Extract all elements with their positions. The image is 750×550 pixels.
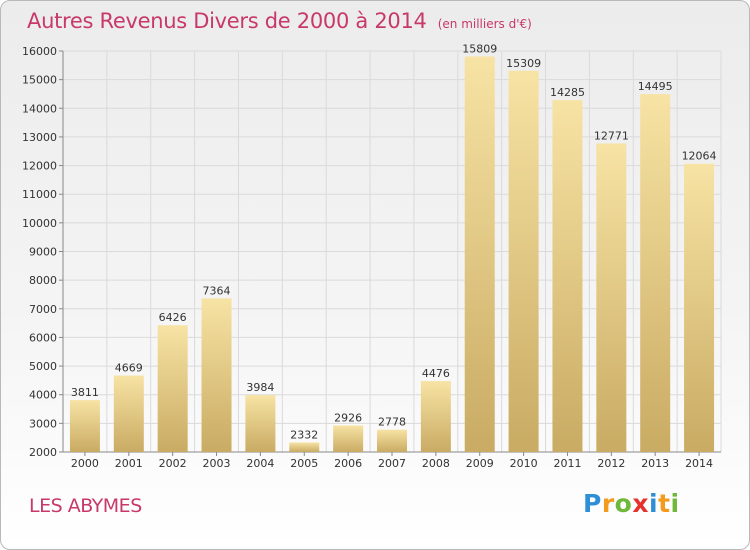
value-label-2007: 2778 xyxy=(378,416,406,429)
logo-letter: x xyxy=(632,489,649,518)
y-tick-label: 12000 xyxy=(22,160,57,173)
bar-2012 xyxy=(596,143,627,452)
logo-letter: r xyxy=(601,489,615,518)
x-tick-label: 2010 xyxy=(510,457,538,470)
bar-2003 xyxy=(201,298,232,452)
value-labels: 3811 4669 6426 7364 3984 2332 2926 2778 4476 1580… xyxy=(71,42,717,441)
y-tick-label: 5000 xyxy=(29,360,57,373)
proxiti-logo[interactable]: Proxiti xyxy=(583,489,680,518)
x-tick-label: 2006 xyxy=(334,457,362,470)
x-tick-label: 2013 xyxy=(641,457,669,470)
y-tick-label: 4000 xyxy=(29,389,57,402)
x-tick-label: 2012 xyxy=(597,457,625,470)
y-tick-label: 6000 xyxy=(29,331,57,344)
x-tick-label: 2001 xyxy=(115,457,143,470)
chart-unit: (en milliers d'€) xyxy=(437,17,532,31)
value-label-2009: 15809 xyxy=(462,42,497,55)
chart-title: Autres Revenus Divers de 2000 à 2014 xyxy=(27,9,427,33)
y-tick-label: 2000 xyxy=(29,446,57,459)
y-tick-label: 10000 xyxy=(22,217,57,230)
x-tick-label: 2002 xyxy=(159,457,187,470)
x-tick-label: 2003 xyxy=(203,457,231,470)
bars xyxy=(69,56,715,453)
x-tick-label: 2005 xyxy=(290,457,318,470)
place-name: LES ABYMES xyxy=(29,495,142,517)
bar-2014 xyxy=(684,163,715,452)
value-label-2013: 14495 xyxy=(638,80,673,93)
y-tick-label: 9000 xyxy=(29,246,57,259)
bar-2011 xyxy=(552,100,583,452)
bar-2013 xyxy=(640,94,671,453)
value-label-2005: 2332 xyxy=(290,428,318,441)
bar-2001 xyxy=(113,375,144,452)
x-tick-label: 2007 xyxy=(378,457,406,470)
bar-2005 xyxy=(289,442,320,452)
value-label-2002: 6426 xyxy=(159,311,187,324)
bar-2007 xyxy=(377,429,407,452)
bar-2008 xyxy=(420,381,451,452)
value-label-2001: 4669 xyxy=(115,362,143,375)
y-tick-label: 3000 xyxy=(29,417,57,430)
logo-letter: t xyxy=(658,489,671,518)
y-tick-label: 16000 xyxy=(22,45,57,58)
value-label-2006: 2926 xyxy=(334,411,362,424)
value-label-2004: 3984 xyxy=(246,381,274,394)
value-label-2014: 12064 xyxy=(682,150,717,163)
bar-2010 xyxy=(508,70,539,453)
value-label-2012: 12771 xyxy=(594,129,629,142)
value-label-2011: 14285 xyxy=(550,86,585,99)
y-tick-label: 8000 xyxy=(29,274,57,287)
tick-labels: 2000 3000 4000 5000 6000 7000 8000 9000 10000 110… xyxy=(22,45,713,470)
x-tick-label: 2014 xyxy=(685,457,713,470)
y-tick-label: 14000 xyxy=(22,102,57,115)
bar-2000 xyxy=(69,400,100,452)
bar-2002 xyxy=(157,325,188,452)
x-tick-label: 2004 xyxy=(246,457,274,470)
y-tick-label: 13000 xyxy=(22,131,57,144)
value-label-2003: 7364 xyxy=(203,284,231,297)
x-tick-label: 2000 xyxy=(71,457,99,470)
y-tick-label: 7000 xyxy=(29,303,57,316)
x-tick-label: 2011 xyxy=(553,457,581,470)
logo-letter: P xyxy=(583,489,602,518)
value-label-2008: 4476 xyxy=(422,367,450,380)
logo-letter: i xyxy=(649,489,659,518)
value-label-2000: 3811 xyxy=(71,386,99,399)
y-tick-label: 15000 xyxy=(22,74,57,87)
bar-2009 xyxy=(464,56,495,452)
x-tick-label: 2009 xyxy=(466,457,494,470)
bar-2006 xyxy=(333,425,364,452)
logo-letter: o xyxy=(614,489,633,518)
value-label-2010: 15309 xyxy=(506,57,541,70)
bar-2004 xyxy=(245,395,276,452)
x-tick-label: 2008 xyxy=(422,457,450,470)
logo-letter: i xyxy=(670,489,680,518)
y-tick-label: 11000 xyxy=(22,188,57,201)
chart-title-wrap: Autres Revenus Divers de 2000 à 2014 (en… xyxy=(27,9,532,33)
